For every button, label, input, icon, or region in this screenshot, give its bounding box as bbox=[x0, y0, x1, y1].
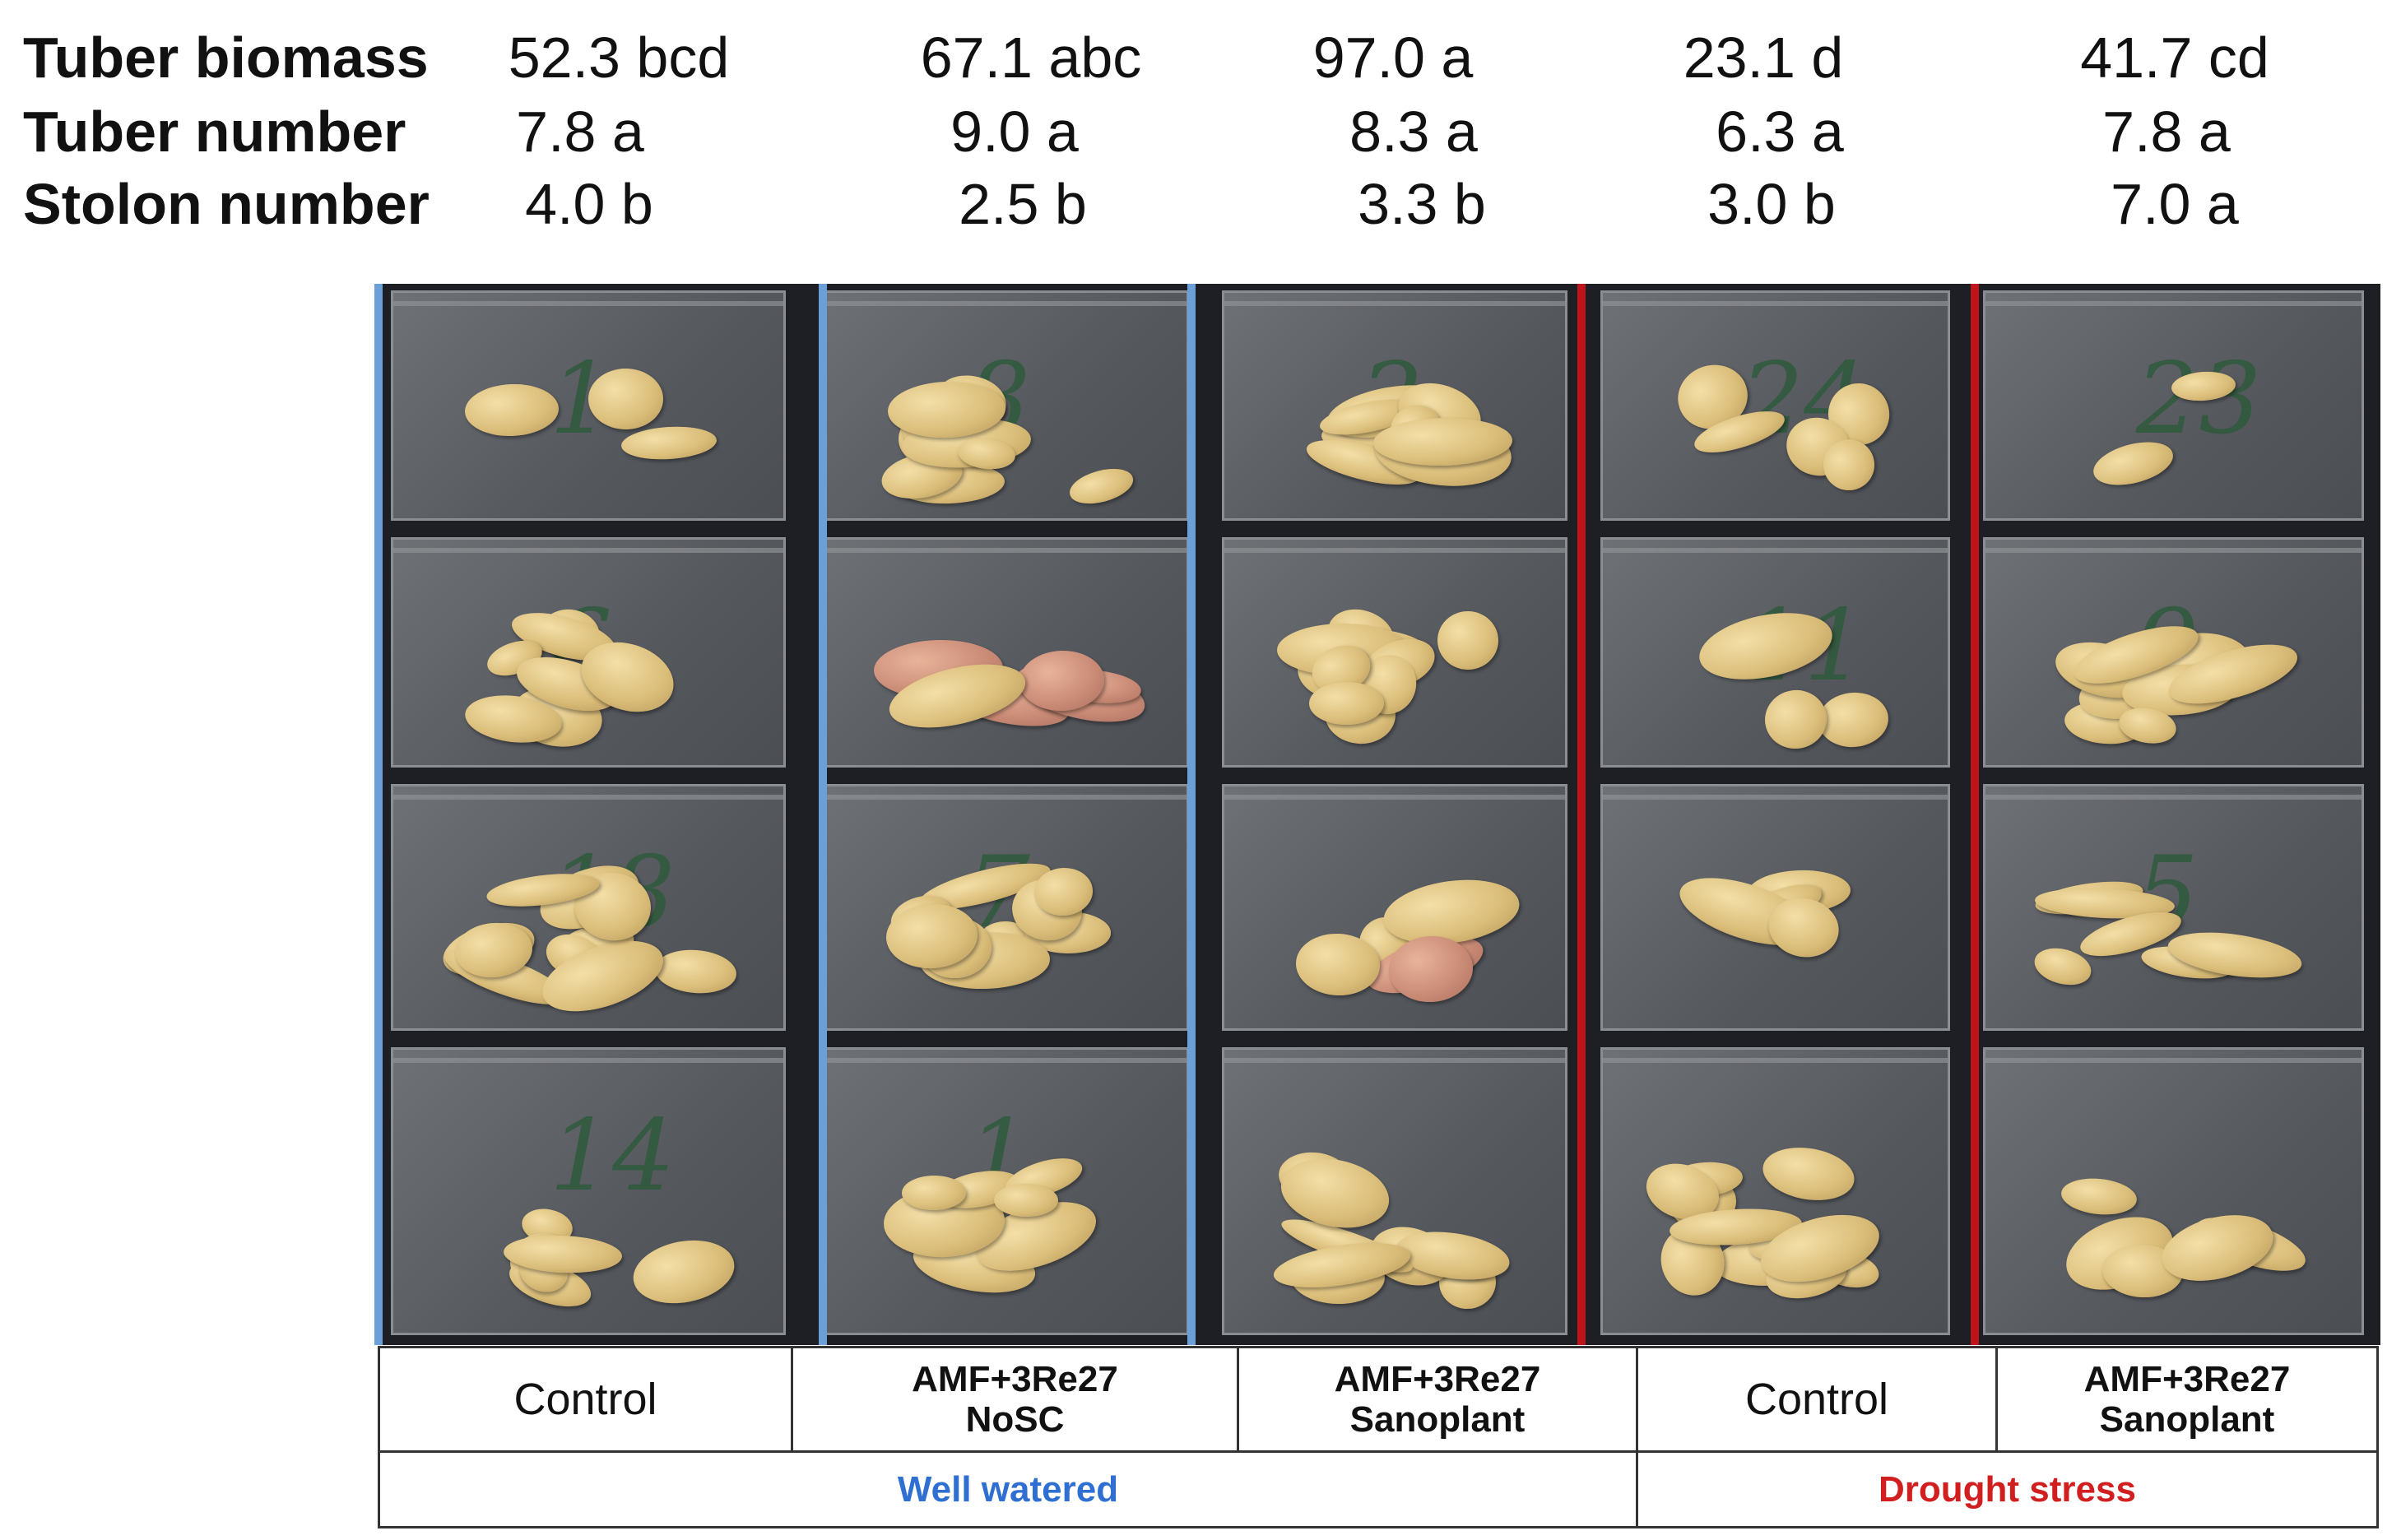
bag-zipper bbox=[1985, 548, 2362, 553]
tuber bbox=[463, 382, 560, 438]
tuber bbox=[627, 1232, 740, 1311]
treatment-divider-line bbox=[374, 284, 383, 1345]
sample-bag: 14 bbox=[391, 1047, 786, 1335]
sample-bag bbox=[819, 537, 1189, 768]
tuber bbox=[993, 1183, 1058, 1218]
sample-bag: 6 bbox=[391, 537, 786, 768]
bag-zipper bbox=[1224, 301, 1565, 306]
bag-zipper bbox=[1985, 1058, 2362, 1063]
bag-zipper bbox=[1603, 301, 1948, 306]
stat-value: 23.1 d bbox=[1683, 26, 1844, 90]
tuber bbox=[1066, 462, 1137, 510]
sample-bag: 23 bbox=[1983, 290, 2364, 521]
sample-bag: 24 bbox=[1600, 290, 1950, 521]
sample-bag: 5 bbox=[1983, 784, 2364, 1031]
treatment-table: Control AMF+3Re27 NoSC AMF+3Re27 Sanopla… bbox=[378, 1346, 2379, 1528]
bag-number: 14 bbox=[549, 1099, 676, 1213]
sample-bag: 18 bbox=[391, 784, 786, 1031]
tuber-photo: 182242361191875141 bbox=[374, 284, 2380, 1345]
bag-zipper bbox=[821, 1058, 1187, 1063]
stat-value: 8.3 a bbox=[1349, 100, 1478, 164]
stat-value: 2.5 b bbox=[959, 172, 1087, 236]
treatment-divider-line bbox=[1577, 284, 1586, 1345]
bag-zipper bbox=[1985, 795, 2362, 800]
sample-bag: 1 bbox=[819, 1047, 1189, 1335]
sample-bag bbox=[1600, 1047, 1950, 1335]
bag-zipper bbox=[393, 301, 783, 306]
sample-bag bbox=[1983, 1047, 2364, 1335]
stat-value: 52.3 bcd bbox=[508, 26, 730, 90]
tuber bbox=[2060, 1175, 2139, 1218]
bag-zipper bbox=[1224, 548, 1565, 553]
sample-bag bbox=[1600, 784, 1950, 1031]
sample-bag: 7 bbox=[819, 784, 1189, 1031]
sample-bag: 2 bbox=[1222, 290, 1567, 521]
condition-well-watered: Well watered bbox=[378, 1450, 1638, 1528]
treatment-cell: AMF+3Re27 Sanoplant bbox=[1237, 1346, 1638, 1453]
treatment-divider-line bbox=[819, 284, 827, 1345]
bag-zipper bbox=[393, 548, 783, 553]
stat-value: 7.0 a bbox=[2111, 172, 2239, 236]
sample-bag: 11 bbox=[1600, 537, 1950, 768]
stat-value: 6.3 a bbox=[1716, 100, 1844, 164]
sample-bag bbox=[1222, 537, 1567, 768]
statistics-table: Tuber biomass 52.3 bcd 67.1 abc 97.0 a 2… bbox=[0, 0, 2401, 247]
row-label: Tuber biomass bbox=[23, 26, 429, 90]
stat-value: 97.0 a bbox=[1312, 26, 1474, 90]
bag-zipper bbox=[821, 795, 1187, 800]
tuber bbox=[1758, 1141, 1858, 1207]
bag-zipper bbox=[1603, 795, 1948, 800]
stat-value: 41.7 cd bbox=[2080, 26, 2269, 90]
sample-bag: 8 bbox=[819, 290, 1189, 521]
bag-zipper bbox=[1224, 795, 1565, 800]
tuber bbox=[652, 947, 738, 997]
sample-bag bbox=[1222, 1047, 1567, 1335]
stat-value: 3.3 b bbox=[1358, 172, 1486, 236]
stat-value: 7.8 a bbox=[516, 100, 644, 164]
tuber-biomass-row: Tuber biomass 52.3 bcd 67.1 abc 97.0 a 2… bbox=[0, 25, 2401, 90]
treatment-cell: AMF+3Re27 NoSC bbox=[791, 1346, 1239, 1453]
bag-zipper bbox=[1985, 301, 2362, 306]
stat-value: 3.0 b bbox=[1707, 172, 1836, 236]
sample-bag bbox=[1222, 784, 1567, 1031]
bag-zipper bbox=[1224, 1058, 1565, 1063]
bag-zipper bbox=[821, 548, 1187, 553]
tuber bbox=[1437, 610, 1499, 671]
bag-zipper bbox=[1603, 1058, 1948, 1063]
stat-value: 9.0 a bbox=[950, 100, 1079, 164]
treatment-cell: AMF+3Re27 Sanoplant bbox=[1995, 1346, 2379, 1453]
sample-bag: 9 bbox=[1983, 537, 2364, 768]
sample-bag: 1 bbox=[391, 290, 786, 521]
tuber bbox=[588, 368, 664, 429]
row-label: Stolon number bbox=[23, 172, 430, 236]
bag-zipper bbox=[393, 1058, 783, 1063]
stat-value: 7.8 a bbox=[2102, 100, 2231, 164]
treatment-cell: Control bbox=[378, 1346, 793, 1453]
bag-zipper bbox=[393, 795, 783, 800]
stolon-number-row: Stolon number 4.0 b 2.5 b 3.3 b 3.0 b 7.… bbox=[0, 171, 2401, 237]
row-label: Tuber number bbox=[23, 100, 406, 164]
treatment-divider-line bbox=[1971, 284, 1979, 1345]
treatment-cell: Control bbox=[1636, 1346, 1998, 1453]
treatment-divider-line bbox=[1187, 284, 1196, 1345]
tuber bbox=[620, 424, 718, 462]
stat-value: 4.0 b bbox=[525, 172, 653, 236]
condition-drought-stress: Drought stress bbox=[1636, 1450, 2379, 1528]
bag-zipper bbox=[821, 301, 1187, 306]
tuber-number-row: Tuber number 7.8 a 9.0 a 8.3 a 6.3 a 7.8… bbox=[0, 99, 2401, 165]
bag-zipper bbox=[1603, 548, 1948, 553]
stat-value: 67.1 abc bbox=[920, 26, 1142, 90]
